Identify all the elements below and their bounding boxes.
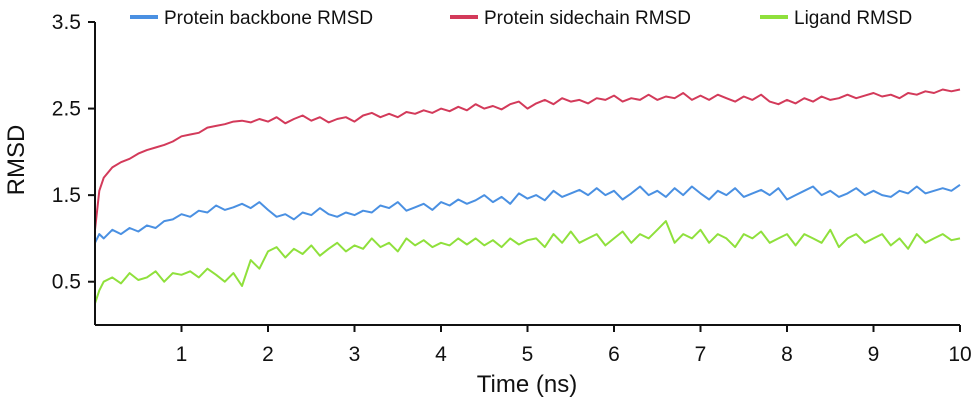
x-tick-label: 10 [948,343,971,366]
x-axis-title: Time (ns) [477,371,577,398]
x-axis-ticks: 1 2 3 4 5 6 7 8 9 10 [176,325,972,366]
y-tick-label: 2.5 [52,98,81,121]
series-line-protein-sidechain-rmsd [94,88,961,230]
x-tick-label: 2 [262,343,274,366]
series-line-protein-backbone-rmsd [94,183,961,244]
x-tick-label: 1 [176,343,188,366]
series-layer [94,88,961,304]
x-tick-label: 3 [349,343,361,366]
y-tick-label: 0.5 [52,271,81,294]
x-tick-label: 4 [435,343,447,366]
x-tick-label: 7 [695,343,707,366]
x-tick-label: 8 [781,343,793,366]
legend: Protein backbone RMSD Protein sidechain R… [130,8,912,29]
x-tick-label: 6 [608,343,620,366]
legend-label: Ligand RMSD [794,8,912,29]
series-line-ligand-rmsd [94,220,961,304]
y-tick-label: 3.5 [52,11,81,34]
y-tick-label: 1.5 [52,184,81,207]
y-axis-ticks: 0.5 1.5 2.5 3.5 [52,11,95,294]
x-tick-label: 9 [868,343,880,366]
legend-label: Protein sidechain RMSD [484,8,691,29]
y-axis-title: RMSD [3,125,30,196]
x-tick-label: 5 [522,343,534,366]
legend-label: Protein backbone RMSD [164,8,373,29]
